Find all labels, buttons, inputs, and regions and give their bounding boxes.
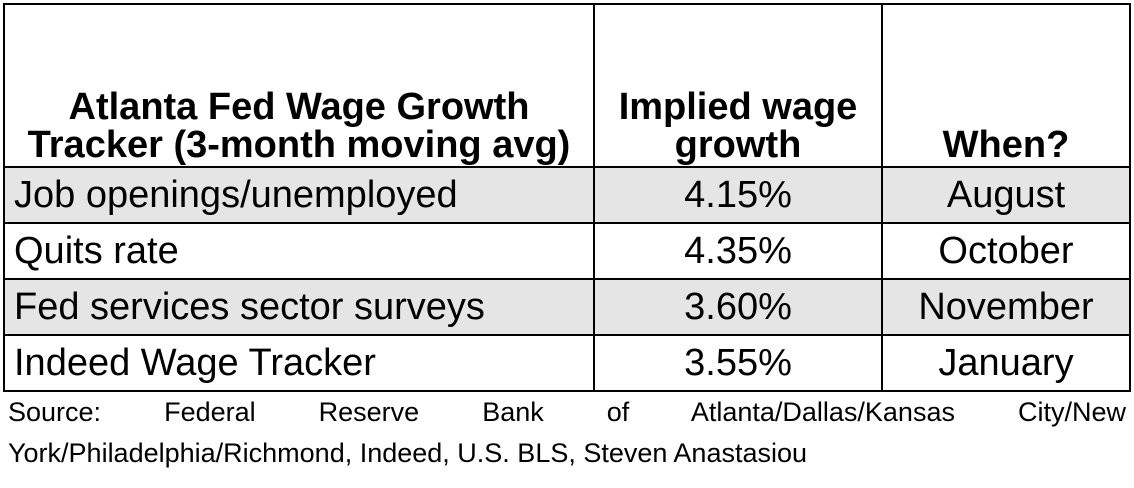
table-row: Indeed Wage Tracker 3.55% January [3, 334, 1131, 392]
row-value: 3.60% [593, 278, 883, 336]
table-header-row: Atlanta Fed Wage Growth Tracker (3-month… [3, 3, 1131, 168]
table-row: Quits rate 4.35% October [3, 222, 1131, 280]
table-row: Job openings/unemployed 4.15% August [3, 166, 1131, 224]
row-name: Quits rate [3, 222, 595, 280]
row-name: Indeed Wage Tracker [3, 334, 595, 392]
header-tracker: Atlanta Fed Wage Growth Tracker (3-month… [3, 3, 595, 168]
row-when: October [881, 222, 1131, 280]
table-row: Fed services sector surveys 3.60% Novemb… [3, 278, 1131, 336]
row-when: January [881, 334, 1131, 392]
row-when: November [881, 278, 1131, 336]
row-value: 4.35% [593, 222, 883, 280]
header-when: When? [881, 3, 1131, 168]
row-value: 3.55% [593, 334, 883, 392]
header-implied-wage-growth: Implied wage growth [593, 3, 883, 168]
row-name: Job openings/unemployed [3, 166, 595, 224]
row-when: August [881, 166, 1131, 224]
source-note: Source: Federal Reserve Bank of Atlanta/… [8, 397, 1126, 468]
row-value: 4.15% [593, 166, 883, 224]
wage-growth-table: Atlanta Fed Wage Growth Tracker (3-month… [3, 3, 1131, 392]
row-name: Fed services sector surveys [3, 278, 595, 336]
